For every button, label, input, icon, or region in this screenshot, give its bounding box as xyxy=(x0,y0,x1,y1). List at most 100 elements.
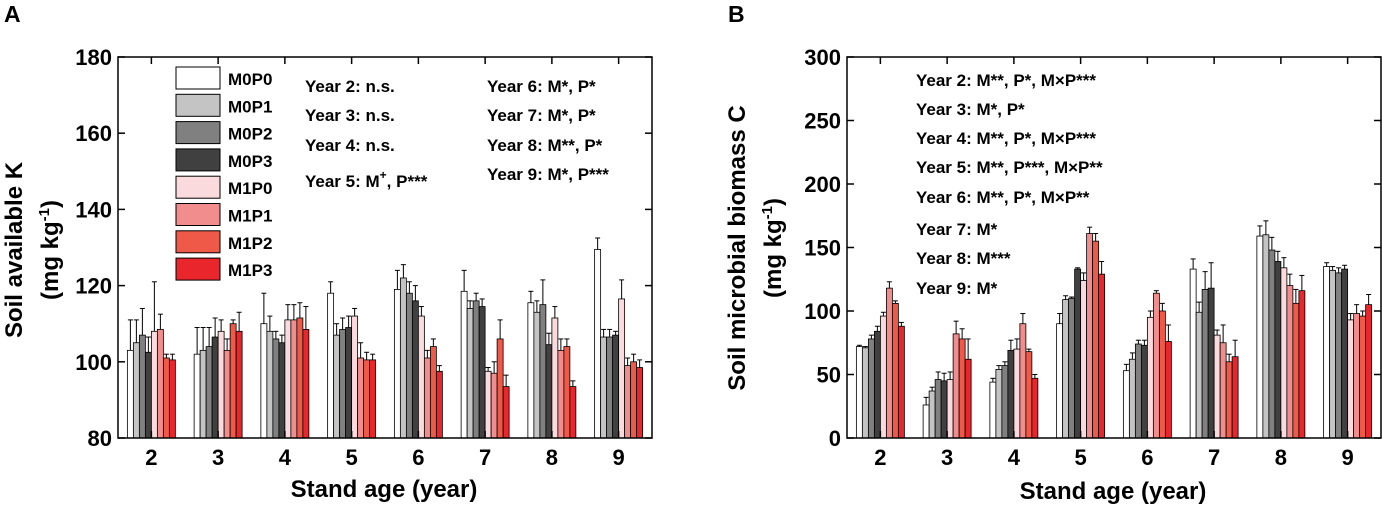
bar-b-m1p0-year4 xyxy=(1013,348,1021,439)
annotation-a-year5: Year 5: M+, P*** xyxy=(305,168,428,191)
bar-b-m1p3-year4 xyxy=(1031,377,1039,439)
bar-a-m0p0-year2 xyxy=(126,349,134,439)
bar-a-m0p1-year4 xyxy=(266,330,274,439)
bar-b-m1p3-year2 xyxy=(897,325,905,439)
panel-a-ticks: 80 100 120 140 160 180 2 3 4 5 6 7 8 9 xyxy=(75,45,652,470)
bar-a-m0p1-year5 xyxy=(333,334,341,439)
bar-b-m0p1-year2 xyxy=(861,347,869,439)
bar-b-m1p0-year7 xyxy=(1213,334,1221,439)
annotation-a-year7: Year 7: M*, P* xyxy=(487,106,596,125)
panel-a-xtick-label: 2 xyxy=(145,445,157,470)
bar-b-m1p2-year8 xyxy=(1292,302,1300,439)
bar-b-m0p0-year9 xyxy=(1323,266,1331,439)
bar-b-m0p3-year8 xyxy=(1274,261,1282,439)
bar-b-m1p2-year7 xyxy=(1225,361,1233,439)
bar-b-m0p1-year4 xyxy=(995,369,1003,439)
legend-swatch-m1p1 xyxy=(175,203,221,226)
panel-a-bars xyxy=(126,237,644,439)
bar-a-m0p0-year4 xyxy=(260,323,268,439)
bar-b-m0p1-year8 xyxy=(1262,234,1270,439)
bar-a-m0p1-year3 xyxy=(199,349,207,439)
bar-a-m1p3-year6 xyxy=(435,370,443,439)
bar-b-m1p2-year2 xyxy=(891,302,899,439)
panel-b-xtick-label: 5 xyxy=(1075,445,1087,470)
annotation-b-year5: Year 5: M**, P***, M×P** xyxy=(916,158,1103,177)
bar-b-m1p3-year5 xyxy=(1098,273,1106,439)
bar-b-m0p1-year6 xyxy=(1128,358,1136,439)
bar-a-m0p0-year7 xyxy=(460,290,468,439)
bar-b-m1p1-year5 xyxy=(1086,233,1094,439)
panel-b-letter: B xyxy=(728,1,745,27)
bar-b-m0p1-year5 xyxy=(1062,299,1070,439)
bar-b-m1p0-year6 xyxy=(1146,316,1154,439)
bar-b-m1p1-year3 xyxy=(952,333,960,439)
annotation-b-year6: Year 6: M**, P*, M×P** xyxy=(916,188,1090,207)
bar-b-m0p0-year2 xyxy=(855,346,863,439)
bar-b-m0p2-year6 xyxy=(1134,343,1142,439)
bar-b-m0p2-year3 xyxy=(934,379,942,439)
panel-b-ytick-label: 200 xyxy=(804,172,841,197)
panel-a-xtick-label: 4 xyxy=(279,445,292,470)
bar-b-m0p3-year3 xyxy=(940,380,948,439)
panel-b-xtick-label: 6 xyxy=(1141,445,1153,470)
legend: M0P0 M0P1 M0P2 M0P3 M1P0 M1P1 M1P2 M1P3 xyxy=(175,66,272,281)
bar-a-m1p1-year8 xyxy=(557,349,565,439)
legend-label-m1p1: M1P1 xyxy=(228,207,272,226)
legend-label-m1p0: M1P0 xyxy=(228,179,272,198)
panel-a-ytick-label: 160 xyxy=(75,121,112,146)
panel-a-ytick-label: 180 xyxy=(75,45,112,70)
bar-b-m0p3-year9 xyxy=(1341,268,1349,439)
bar-a-m1p0-year2 xyxy=(150,330,158,439)
bar-b-m1p3-year7 xyxy=(1231,356,1239,439)
bar-b-m1p2-year3 xyxy=(958,338,966,439)
annotation-b-year2: Year 2: M**, P*, M×P*** xyxy=(916,71,1096,90)
bar-a-m0p3-year7 xyxy=(478,306,486,439)
bar-a-m1p1-year4 xyxy=(290,319,298,439)
panel-b-bars xyxy=(855,220,1373,439)
bar-a-m0p1-year2 xyxy=(132,342,140,439)
bar-b-m1p1-year8 xyxy=(1286,285,1294,439)
bar-a-m1p3-year5 xyxy=(369,359,377,439)
panel-b-ytick-label: 0 xyxy=(829,426,841,451)
panel-b-ytick-label: 50 xyxy=(817,363,841,388)
bar-b-m1p2-year4 xyxy=(1025,351,1033,439)
legend-swatch-m0p3 xyxy=(175,148,221,172)
panel-a-xtick-label: 5 xyxy=(346,445,358,470)
bar-a-m0p1-year6 xyxy=(399,277,407,439)
annotation-b-year9: Year 9: M* xyxy=(916,279,998,298)
bar-b-m1p0-year5 xyxy=(1080,280,1088,439)
bar-b-m1p2-year5 xyxy=(1092,240,1100,439)
legend-swatch-m0p0 xyxy=(175,66,221,90)
legend-swatch-m0p1 xyxy=(175,93,221,117)
bar-b-m1p1-year2 xyxy=(885,287,893,439)
bar-a-m0p2-year4 xyxy=(272,338,280,439)
bar-a-m1p3-year3 xyxy=(235,330,243,439)
panel-a-ytick-label: 140 xyxy=(75,197,112,222)
bar-b-m0p0-year5 xyxy=(1056,323,1064,439)
bar-a-m1p2-year9 xyxy=(630,361,638,439)
panel-b-xtick-label: 7 xyxy=(1208,445,1220,470)
legend-swatch-m0p2 xyxy=(175,121,221,145)
bar-a-m0p0-year8 xyxy=(527,302,535,439)
panel-a-xtick-label: 9 xyxy=(613,445,625,470)
bar-a-m1p0-year6 xyxy=(417,315,425,439)
annotation-a-year9: Year 9: M*, P*** xyxy=(487,165,609,184)
bar-b-m0p2-year9 xyxy=(1335,272,1343,439)
bar-b-m0p3-year2 xyxy=(873,330,881,439)
bar-a-m1p3-year8 xyxy=(569,386,577,439)
panel-a-ylabel-line1: Soil available K xyxy=(1,161,28,338)
bar-b-m0p2-year5 xyxy=(1068,297,1076,439)
bar-a-m0p2-year7 xyxy=(472,300,480,439)
bar-a-m0p2-year5 xyxy=(339,329,347,439)
bar-a-m1p1-year6 xyxy=(423,357,431,439)
bar-b-m0p1-year7 xyxy=(1195,311,1203,439)
panel-b-xtick-label: 8 xyxy=(1275,445,1287,470)
panel-a-annotations: Year 2: n.s. Year 3: n.s. Year 4: n.s. Y… xyxy=(305,77,609,191)
annotation-a-year8: Year 8: M**, P* xyxy=(487,136,603,155)
bar-a-m1p0-year7 xyxy=(484,370,492,439)
bar-b-m0p0-year7 xyxy=(1189,268,1197,439)
annotation-b-year4: Year 4: M**, P*, M×P*** xyxy=(916,129,1096,148)
legend-swatch-m1p3 xyxy=(175,257,221,281)
bar-a-m1p2-year8 xyxy=(563,346,571,439)
bar-b-m1p3-year8 xyxy=(1298,290,1306,439)
